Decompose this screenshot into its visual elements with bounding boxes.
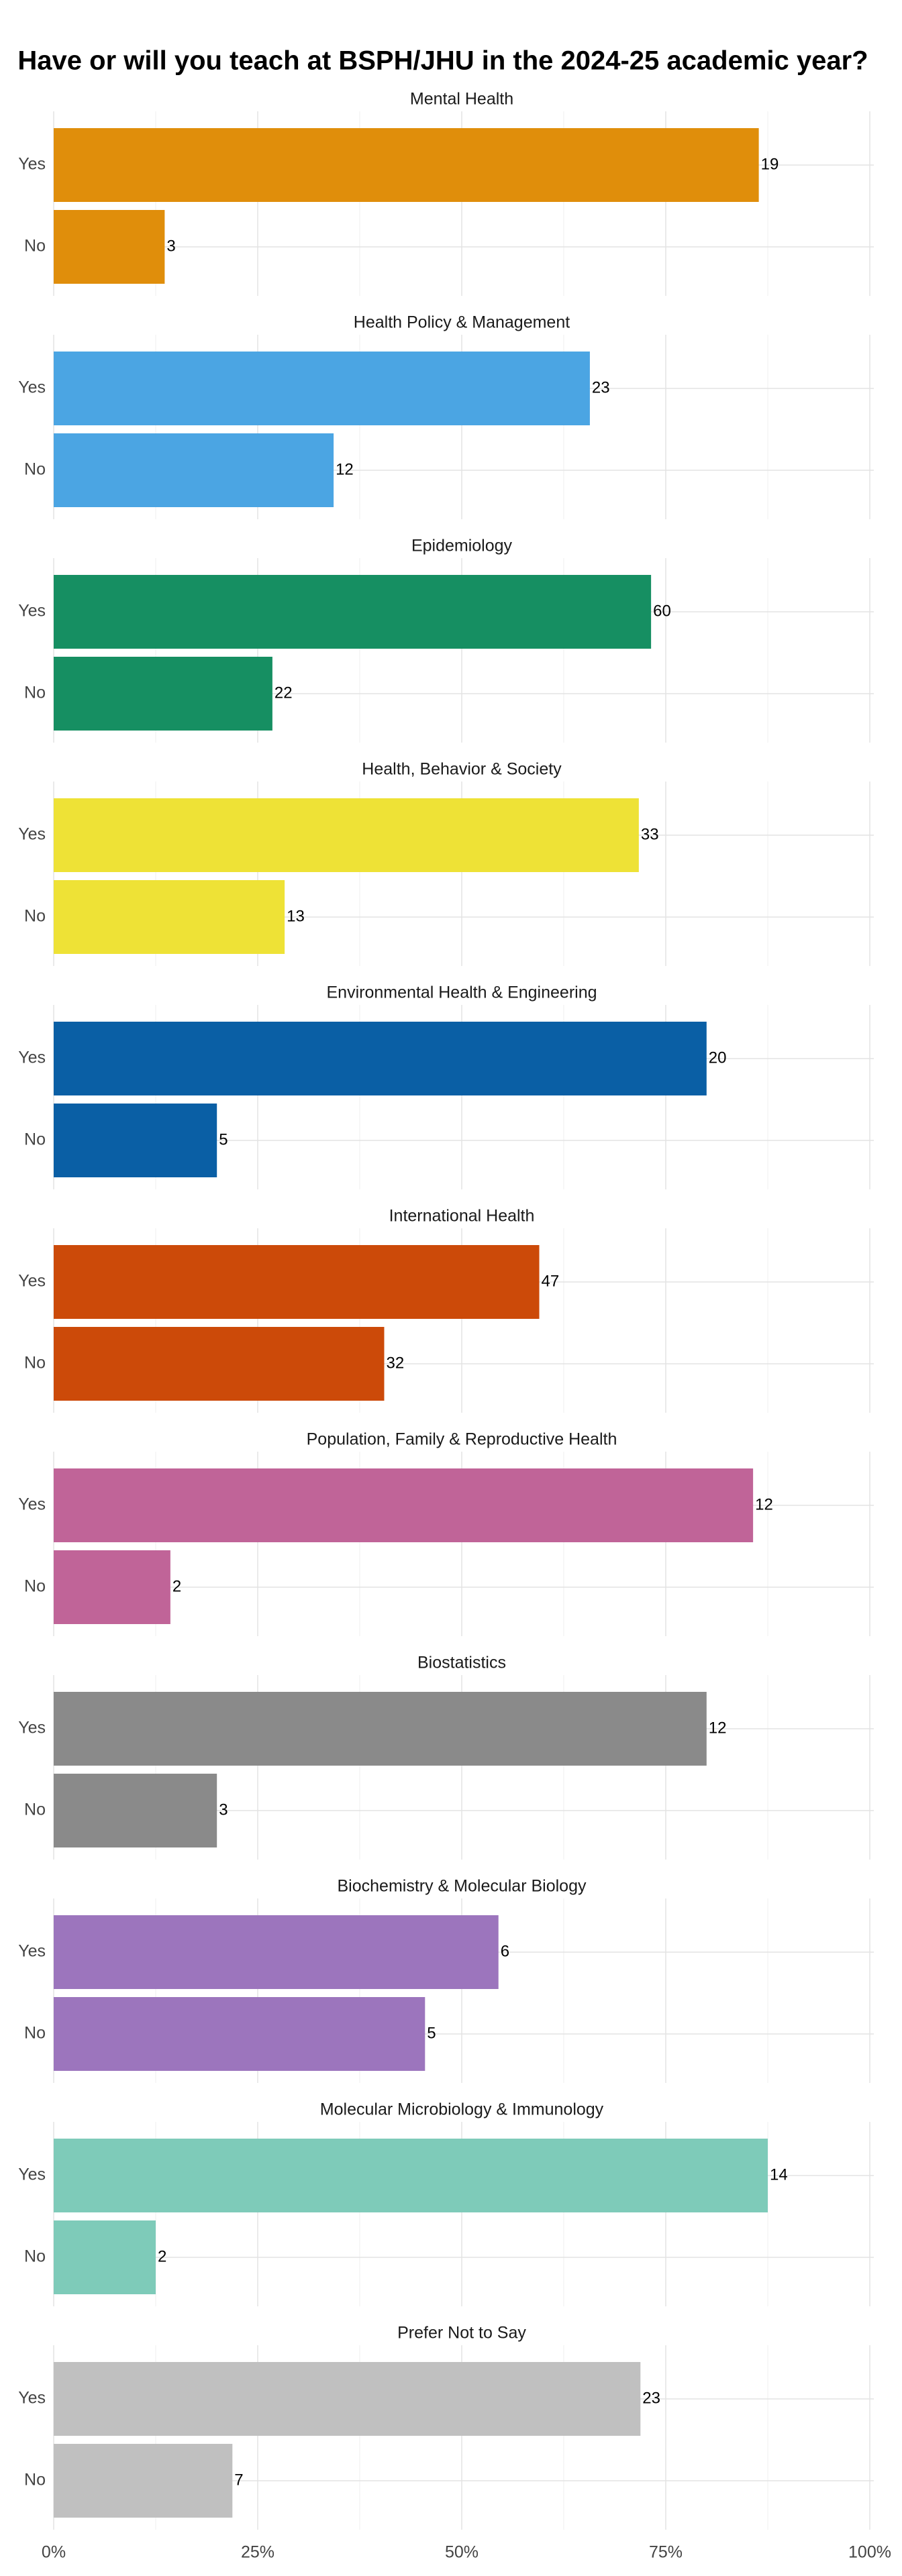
panel-title: Environmental Health & Engineering	[326, 983, 597, 1002]
y-tick-label: Yes	[18, 825, 46, 844]
y-tick-label: Yes	[18, 155, 46, 174]
count-label: 20	[709, 1049, 727, 1067]
bar	[54, 1022, 707, 1095]
y-tick-label: Yes	[18, 2389, 46, 2408]
y-tick-label: Yes	[18, 1719, 46, 1737]
chart-title: Have or will you teach at BSPH/JHU in th…	[17, 46, 868, 76]
count-label: 2	[158, 2247, 166, 2265]
count-label: 12	[709, 1719, 727, 1737]
bar	[54, 352, 590, 425]
bar	[54, 1915, 499, 1989]
panel-title: Molecular Microbiology & Immunology	[320, 2100, 604, 2119]
count-label: 23	[642, 2389, 660, 2407]
count-label: 3	[166, 237, 175, 255]
x-tick-label: 25%	[241, 2543, 274, 2562]
bar	[54, 1692, 707, 1766]
count-label: 13	[287, 907, 305, 925]
bar	[54, 1245, 540, 1319]
y-tick-label: Yes	[18, 1049, 46, 1067]
y-tick-label: Yes	[18, 1272, 46, 1291]
bar	[54, 1104, 217, 1177]
bar	[54, 657, 272, 731]
y-tick-label: No	[24, 2471, 46, 2489]
y-tick-label: No	[24, 1801, 46, 1819]
count-label: 23	[592, 378, 610, 396]
bar	[54, 2444, 233, 2518]
y-tick-label: No	[24, 460, 46, 479]
bar	[54, 1774, 217, 1847]
count-label: 22	[274, 684, 293, 702]
y-tick-label: Yes	[18, 1495, 46, 1514]
panel-title: Prefer Not to Say	[397, 2324, 526, 2343]
bar	[54, 433, 334, 507]
bar	[54, 2220, 156, 2294]
y-tick-label: No	[24, 237, 46, 256]
panel-title: Epidemiology	[411, 537, 513, 555]
panel-title: Health Policy & Management	[354, 313, 570, 332]
panel-title: Mental Health	[410, 90, 513, 109]
count-label: 33	[641, 825, 659, 843]
count-label: 12	[336, 460, 354, 478]
bar	[54, 1997, 425, 2071]
bar	[54, 128, 759, 202]
y-tick-label: No	[24, 1130, 46, 1149]
count-label: 7	[234, 2471, 243, 2489]
y-tick-label: No	[24, 907, 46, 926]
bar	[54, 1550, 170, 1624]
panel-title: Biochemistry & Molecular Biology	[338, 1877, 587, 1896]
y-tick-label: Yes	[18, 2165, 46, 2184]
bar	[54, 798, 639, 872]
count-label: 2	[172, 1577, 181, 1595]
y-tick-label: Yes	[18, 378, 46, 397]
count-label: 60	[653, 602, 671, 620]
y-tick-label: Yes	[18, 602, 46, 621]
y-tick-label: No	[24, 2247, 46, 2266]
y-tick-label: No	[24, 2024, 46, 2043]
y-tick-label: No	[24, 684, 46, 702]
count-label: 19	[761, 155, 779, 173]
bar	[54, 1468, 754, 1542]
y-tick-label: Yes	[18, 1942, 46, 1961]
count-label: 32	[386, 1354, 404, 1372]
panel-title: Biostatistics	[417, 1654, 506, 1672]
count-label: 47	[542, 1272, 560, 1290]
bar	[54, 575, 652, 649]
count-label: 12	[755, 1495, 773, 1513]
y-tick-label: No	[24, 1354, 46, 1373]
count-label: 3	[219, 1801, 228, 1819]
bar	[54, 1327, 385, 1401]
count-label: 5	[427, 2024, 436, 2042]
x-tick-label: 0%	[42, 2543, 66, 2562]
bar	[54, 210, 165, 284]
y-tick-label: No	[24, 1577, 46, 1596]
x-tick-label: 75%	[649, 2543, 683, 2562]
bar	[54, 2362, 641, 2436]
count-label: 14	[770, 2165, 788, 2184]
panel-title: Population, Family & Reproductive Health	[307, 1430, 617, 1449]
x-tick-label: 50%	[445, 2543, 479, 2562]
count-label: 6	[501, 1942, 509, 1960]
bar	[54, 880, 285, 954]
bar	[54, 2139, 768, 2212]
count-label: 5	[219, 1130, 228, 1148]
panel-title: Health, Behavior & Society	[362, 760, 562, 779]
panel-title: International Health	[389, 1207, 535, 1226]
x-tick-label: 100%	[848, 2543, 891, 2562]
